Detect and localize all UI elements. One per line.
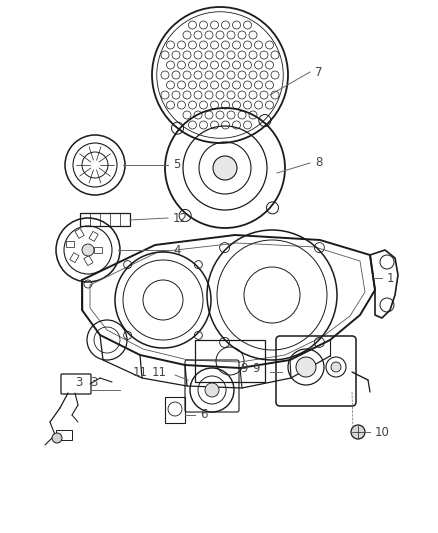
Circle shape <box>296 357 316 377</box>
Bar <box>80 213 130 226</box>
Text: 6: 6 <box>200 408 208 422</box>
Bar <box>70 253 79 263</box>
Text: 10: 10 <box>375 425 390 439</box>
Circle shape <box>52 433 62 443</box>
Circle shape <box>205 383 219 397</box>
Bar <box>89 231 98 241</box>
Text: 3: 3 <box>75 376 82 390</box>
Text: 11: 11 <box>133 367 148 379</box>
Text: 11: 11 <box>152 367 167 379</box>
Text: 8: 8 <box>315 157 322 169</box>
Bar <box>195 340 265 382</box>
Text: 5: 5 <box>173 158 180 172</box>
Text: 7: 7 <box>315 66 322 78</box>
Text: 9: 9 <box>240 362 248 376</box>
Bar <box>94 247 102 253</box>
Circle shape <box>331 362 341 372</box>
Circle shape <box>351 425 365 439</box>
Circle shape <box>213 156 237 180</box>
Bar <box>165 397 185 423</box>
Bar <box>84 256 93 265</box>
Text: 9: 9 <box>252 362 259 376</box>
Bar <box>66 241 74 247</box>
Bar <box>75 229 84 238</box>
Text: 12: 12 <box>173 212 188 224</box>
Bar <box>56 430 72 440</box>
Text: 4: 4 <box>173 244 180 256</box>
Text: 1: 1 <box>387 271 395 285</box>
Text: 3: 3 <box>90 376 97 390</box>
Circle shape <box>82 244 94 256</box>
